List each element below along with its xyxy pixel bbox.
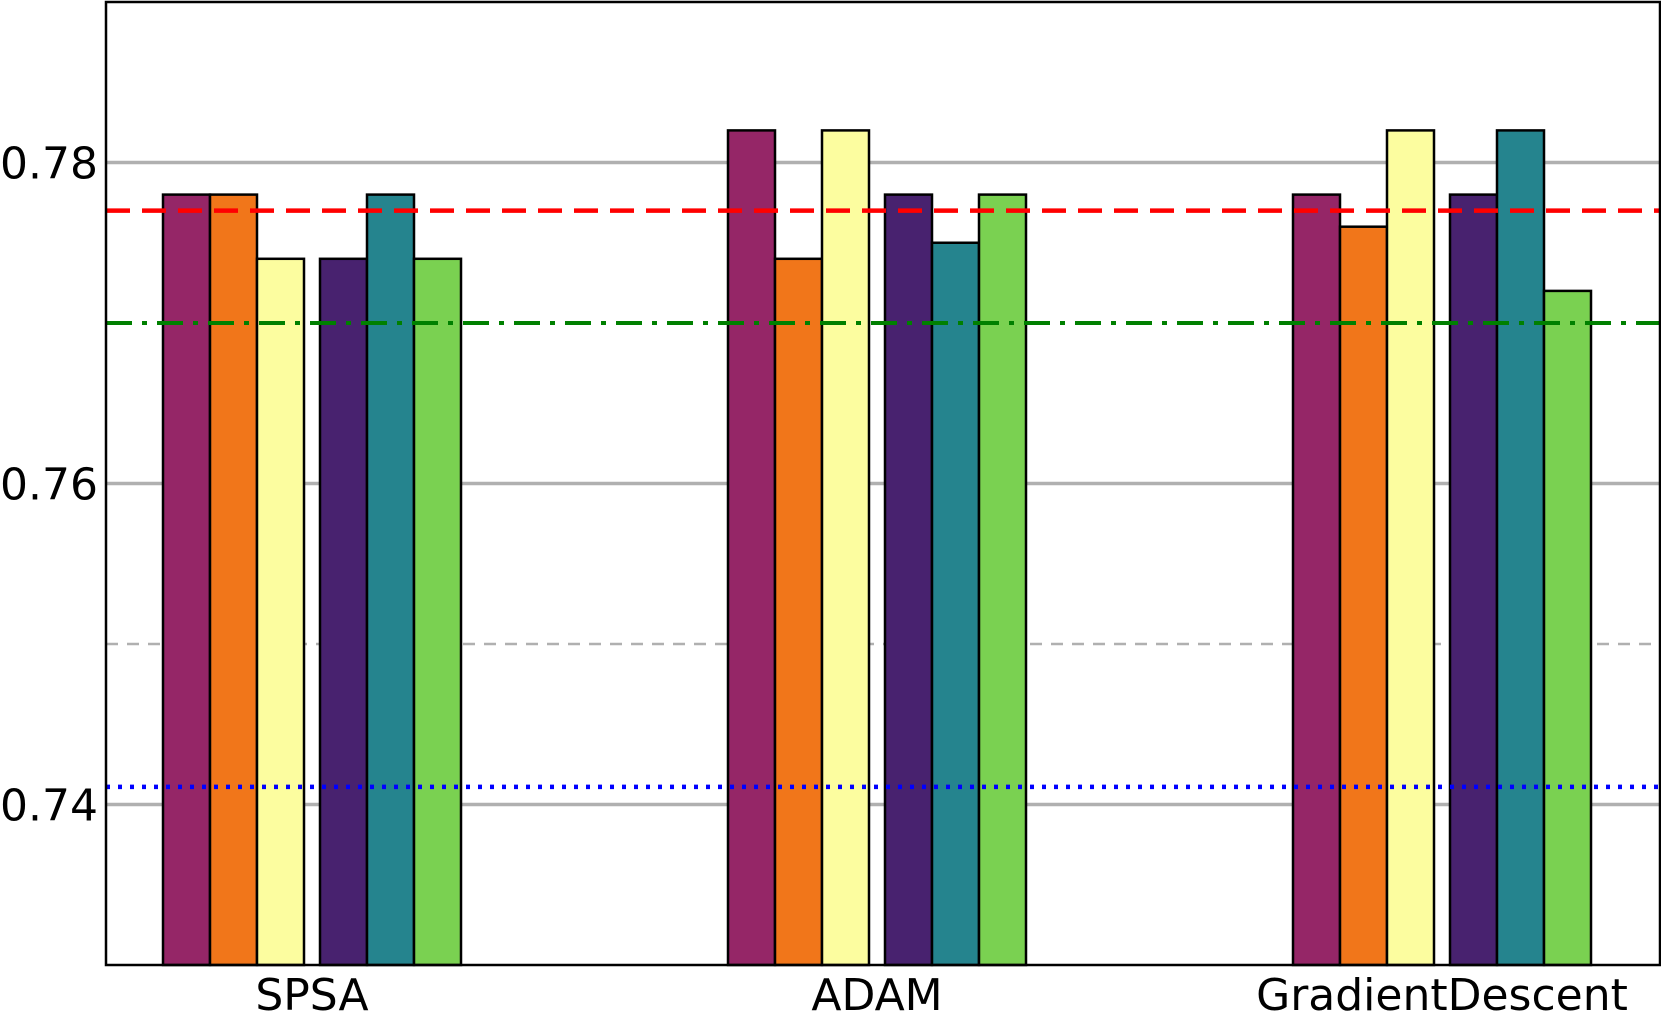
bar-spsa-4 — [318, 257, 369, 967]
y-tick-label: 0.76 — [0, 460, 98, 511]
bar-gradientdescent-2 — [1338, 225, 1389, 967]
x-tick-label: ADAM — [811, 970, 942, 1021]
bar-spsa-3 — [255, 257, 306, 967]
bar-adam-4 — [883, 193, 934, 967]
bar-spsa-1 — [161, 193, 212, 967]
bar-gradientdescent-4 — [1448, 193, 1499, 967]
bar-spsa-2 — [208, 193, 259, 967]
bar-adam-6 — [977, 193, 1028, 967]
bar-gradientdescent-6 — [1542, 289, 1593, 967]
bar-spsa-6 — [412, 257, 463, 967]
y-tick-label: 0.74 — [0, 781, 98, 832]
y-tick-label: 0.78 — [0, 139, 98, 190]
y-tick-labels: 0.74 0.76 0.78 — [0, 139, 98, 832]
bar-adam-5 — [930, 241, 981, 967]
bar-spsa-5 — [365, 193, 416, 967]
bar-gradientdescent-1 — [1291, 193, 1342, 967]
bar-adam-3 — [820, 129, 871, 967]
bar-gradientdescent-3 — [1385, 129, 1436, 967]
x-tick-labels: SPSA ADAM GradientDescent — [255, 970, 1628, 1021]
x-tick-label: GradientDescent — [1256, 970, 1628, 1021]
plot-frame — [104, 0, 1661, 967]
x-tick-label: SPSA — [255, 970, 368, 1021]
reference-lines — [106, 208, 1660, 790]
bars — [161, 129, 1593, 967]
bar-adam-1 — [726, 129, 777, 967]
bar-gradientdescent-5 — [1495, 129, 1546, 967]
bar-adam-2 — [773, 257, 824, 967]
